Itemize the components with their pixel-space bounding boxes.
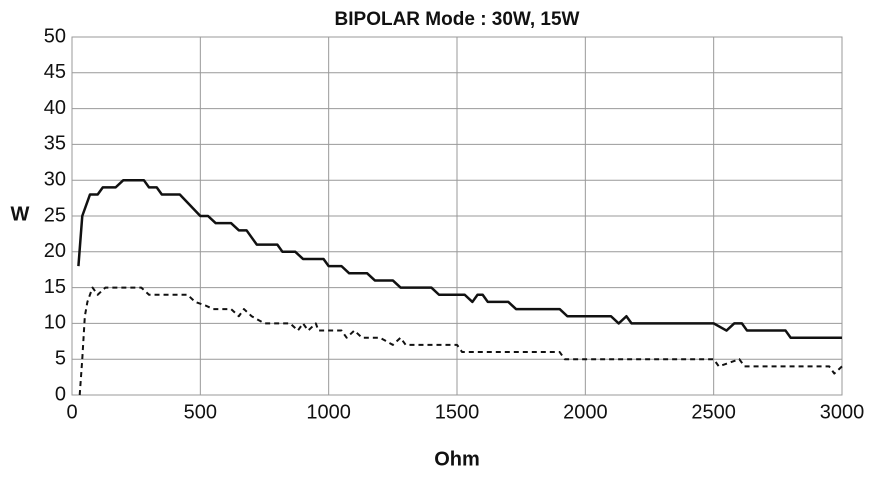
- y-tick-label: 40: [44, 97, 66, 119]
- y-tick-label: 10: [44, 312, 66, 334]
- x-tick-label: 1500: [435, 401, 480, 423]
- y-tick-label: 0: [55, 383, 66, 405]
- x-tick-label: 2500: [691, 401, 736, 423]
- plot-frame: [71, 36, 843, 396]
- x-tick-label: 1000: [306, 401, 351, 423]
- chart-title: BIPOLAR Mode : 30W, 15W: [335, 9, 580, 30]
- y-tick-label: 50: [44, 25, 66, 47]
- y-tick-label: 5: [55, 347, 66, 369]
- x-tick-label: 2000: [563, 401, 608, 423]
- series-line: [78, 286, 843, 396]
- x-tick-label: 0: [66, 401, 77, 423]
- x-tick-label: 500: [184, 401, 217, 423]
- x-axis-label: Ohm: [434, 448, 480, 470]
- y-tick-label: 45: [44, 61, 66, 83]
- y-tick-label: 25: [44, 204, 66, 226]
- series-line: [77, 178, 842, 339]
- y-tick-label: 20: [44, 240, 66, 262]
- y-tick-label: 35: [44, 133, 66, 155]
- x-tick-label: 3000: [820, 401, 865, 423]
- y-axis-label: W: [11, 203, 30, 225]
- y-tick-label: 15: [44, 276, 66, 298]
- y-tick-label: 30: [44, 168, 66, 190]
